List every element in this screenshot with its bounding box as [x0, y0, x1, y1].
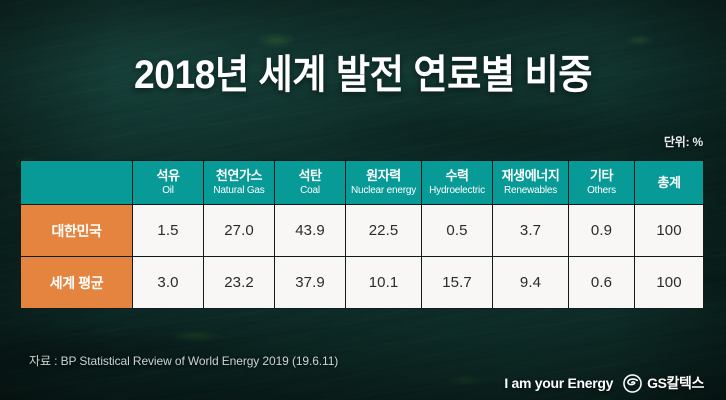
brand-lockup: I am your Energy GS칼텍스: [504, 373, 704, 393]
column-header-renewables: 재생에너지 Renewables: [492, 160, 569, 205]
column-header-others-en: Others: [587, 185, 616, 196]
gs-swirl-icon: [623, 373, 642, 393]
cell-world-coal: 37.9: [274, 256, 346, 309]
cell-korea-total: 100: [634, 204, 704, 257]
column-header-renewables-en: Renewables: [503, 185, 558, 196]
column-header-oil: 석유 Oil: [132, 160, 204, 205]
table-row: 세계 평균 3.0 23.2 37.9 10.1 15.7 9.4 0.6 10…: [20, 256, 704, 309]
column-header-hydro-en: Hydroelectric: [429, 185, 485, 196]
brand-slogan: I am your Energy: [504, 375, 614, 391]
column-header-coal-ko: 석탄: [298, 168, 322, 183]
cell-korea-hydro: 0.5: [421, 204, 493, 257]
column-header-nuclear-en: Nuclear energy: [350, 185, 416, 196]
cell-world-natural-gas: 23.2: [203, 256, 275, 309]
cell-korea-coal: 43.9: [274, 204, 346, 257]
cell-world-total: 100: [634, 256, 704, 309]
column-header-natural-gas: 천연가스 Natural Gas: [203, 160, 275, 205]
source-note: 자료 : BP Statistical Review of World Ener…: [29, 354, 339, 368]
cell-korea-nuclear: 22.5: [345, 204, 422, 257]
table-header-row: 석유 Oil 천연가스 Natural Gas 석탄 Coal 원자력 Nucl…: [20, 160, 704, 205]
cell-korea-natural-gas: 27.0: [203, 204, 275, 257]
cell-world-oil: 3.0: [132, 256, 204, 309]
column-header-others-ko: 기타: [589, 168, 614, 183]
column-header-total-ko: 총계: [657, 175, 681, 190]
row-label-world-average: 세계 평균: [20, 256, 133, 309]
cell-world-nuclear: 10.1: [345, 256, 422, 309]
column-header-hydro: 수력 Hydroelectric: [421, 160, 493, 205]
column-header-total: 총계: [634, 160, 704, 205]
cell-korea-oil: 1.5: [132, 204, 204, 257]
column-header-nuclear: 원자력 Nuclear energy: [345, 160, 422, 205]
table-row: 대한민국 1.5 27.0 43.9 22.5 0.5 3.7 0.9 100: [20, 204, 704, 257]
column-header-natural-gas-en: Natural Gas: [213, 185, 265, 196]
cell-world-others: 0.6: [568, 256, 635, 309]
row-label-korea: 대한민국: [20, 204, 133, 257]
cell-korea-others: 0.9: [568, 204, 635, 257]
cell-world-renewables: 9.4: [492, 256, 569, 309]
cell-world-hydro: 15.7: [421, 256, 493, 309]
fuel-share-table: 석유 Oil 천연가스 Natural Gas 석탄 Coal 원자력 Nucl…: [20, 160, 704, 309]
column-header-nuclear-ko: 원자력: [366, 168, 401, 183]
column-header-coal: 석탄 Coal: [274, 160, 346, 205]
gs-caltex-logo: GS칼텍스: [623, 373, 704, 393]
page-title: 2018년 세계 발전 연료별 비중: [134, 53, 592, 97]
column-header-hydro-ko: 수력: [445, 168, 469, 183]
column-header-oil-ko: 석유: [156, 168, 180, 183]
cell-korea-renewables: 3.7: [492, 204, 569, 257]
table-corner-cell: [20, 160, 133, 205]
column-header-renewables-ko: 재생에너지: [501, 168, 560, 183]
column-header-others: 기타 Others: [568, 160, 635, 205]
column-header-oil-en: Oil: [162, 185, 174, 196]
column-header-natural-gas-ko: 천연가스: [215, 168, 263, 183]
data-table-wrapper: 석유 Oil 천연가스 Natural Gas 석탄 Coal 원자력 Nucl…: [20, 160, 704, 309]
column-header-coal-en: Coal: [300, 185, 320, 196]
unit-note: 단위: %: [663, 135, 703, 149]
brand-name: GS칼텍스: [647, 375, 704, 391]
